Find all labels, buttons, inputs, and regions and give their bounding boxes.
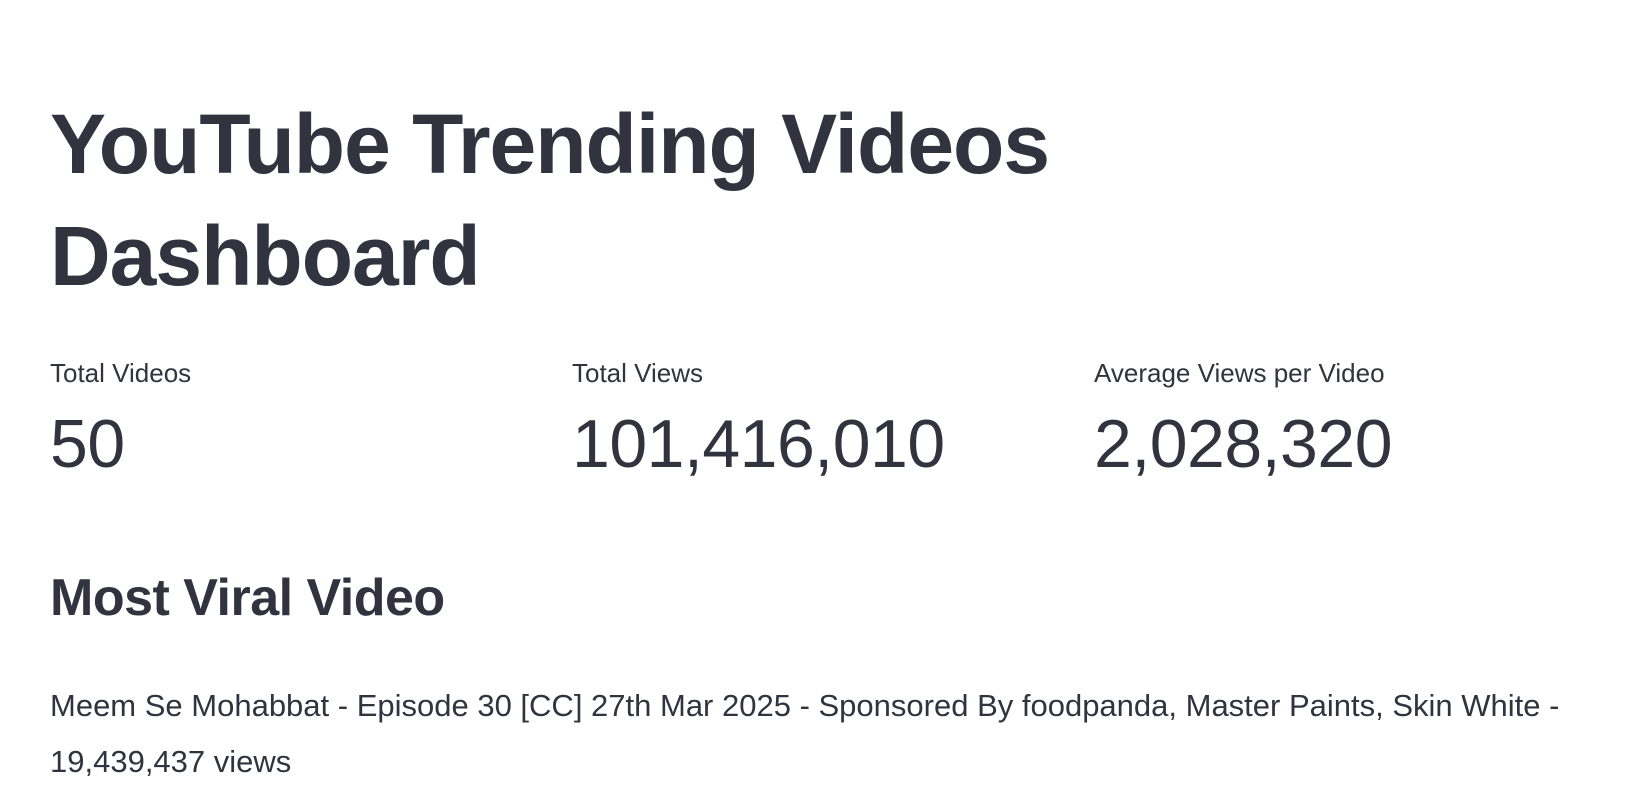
metric-label: Average Views per Video	[1094, 358, 1385, 388]
metric-value: 50	[50, 406, 125, 482]
metrics-row: Total Videos 50 Total Views 101,416,010 …	[50, 356, 1580, 486]
metric-total-views: Total Views 101,416,010	[572, 356, 1052, 480]
metric-average-views: Average Views per Video 2,028,320	[1094, 356, 1574, 480]
metric-value: 101,416,010	[572, 406, 945, 482]
metric-value: 2,028,320	[1094, 406, 1393, 482]
metric-label: Total Views	[572, 358, 704, 388]
most-viral-video-text: Meem Se Mohabbat - Episode 30 [CC] 27th …	[50, 688, 1560, 779]
metric-total-videos: Total Videos 50	[50, 356, 530, 480]
page-title: YouTube Trending Videos Dashboard	[50, 97, 1050, 303]
metric-label: Total Videos	[50, 358, 192, 388]
most-viral-heading: Most Viral Video	[50, 569, 445, 627]
